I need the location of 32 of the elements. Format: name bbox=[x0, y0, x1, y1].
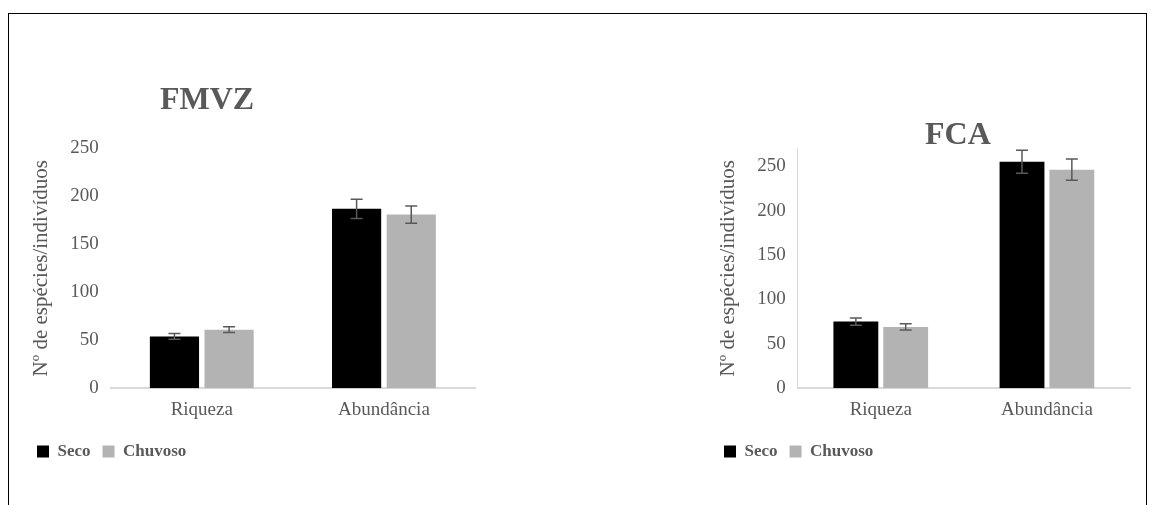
chart-title: FMVZ bbox=[160, 80, 255, 117]
x-tick-label: Abundância bbox=[1001, 397, 1094, 419]
y-tick-label: 250 bbox=[757, 154, 786, 176]
y-tick-label: 250 bbox=[70, 136, 99, 158]
y-tick-label: 200 bbox=[70, 184, 99, 206]
x-tick-label: Riqueza bbox=[849, 397, 913, 419]
bar bbox=[204, 329, 254, 389]
legend-label: Chuvoso bbox=[123, 440, 187, 460]
bar bbox=[332, 208, 382, 389]
y-tick-label: 100 bbox=[70, 280, 99, 302]
bar bbox=[1049, 169, 1095, 389]
x-tick-label: Abundância bbox=[338, 397, 431, 419]
legend-label: Seco bbox=[57, 440, 91, 460]
bar bbox=[386, 214, 436, 389]
chart-title: FCA bbox=[925, 115, 991, 152]
y-tick-label: 0 bbox=[89, 376, 99, 398]
legend-label: Seco bbox=[744, 440, 778, 460]
y-tick-label: 50 bbox=[79, 328, 99, 350]
y-tick-label: 150 bbox=[757, 242, 786, 264]
y-tick-label: 150 bbox=[70, 232, 99, 254]
y-axis-title: Nº de espécies/indivíduos bbox=[28, 160, 53, 377]
bar bbox=[149, 336, 200, 389]
y-tick-label: 50 bbox=[766, 331, 786, 353]
y-tick-label: 200 bbox=[757, 198, 786, 220]
y-tick-label: 0 bbox=[776, 376, 786, 398]
legend-label: Chuvoso bbox=[810, 440, 874, 460]
x-tick-label: Riqueza bbox=[170, 397, 234, 419]
bar bbox=[833, 321, 879, 389]
bar bbox=[883, 326, 929, 389]
y-tick-label: 100 bbox=[757, 287, 786, 309]
y-axis-title: Nº de espécies/indivíduos bbox=[715, 160, 740, 377]
bar bbox=[999, 161, 1045, 389]
